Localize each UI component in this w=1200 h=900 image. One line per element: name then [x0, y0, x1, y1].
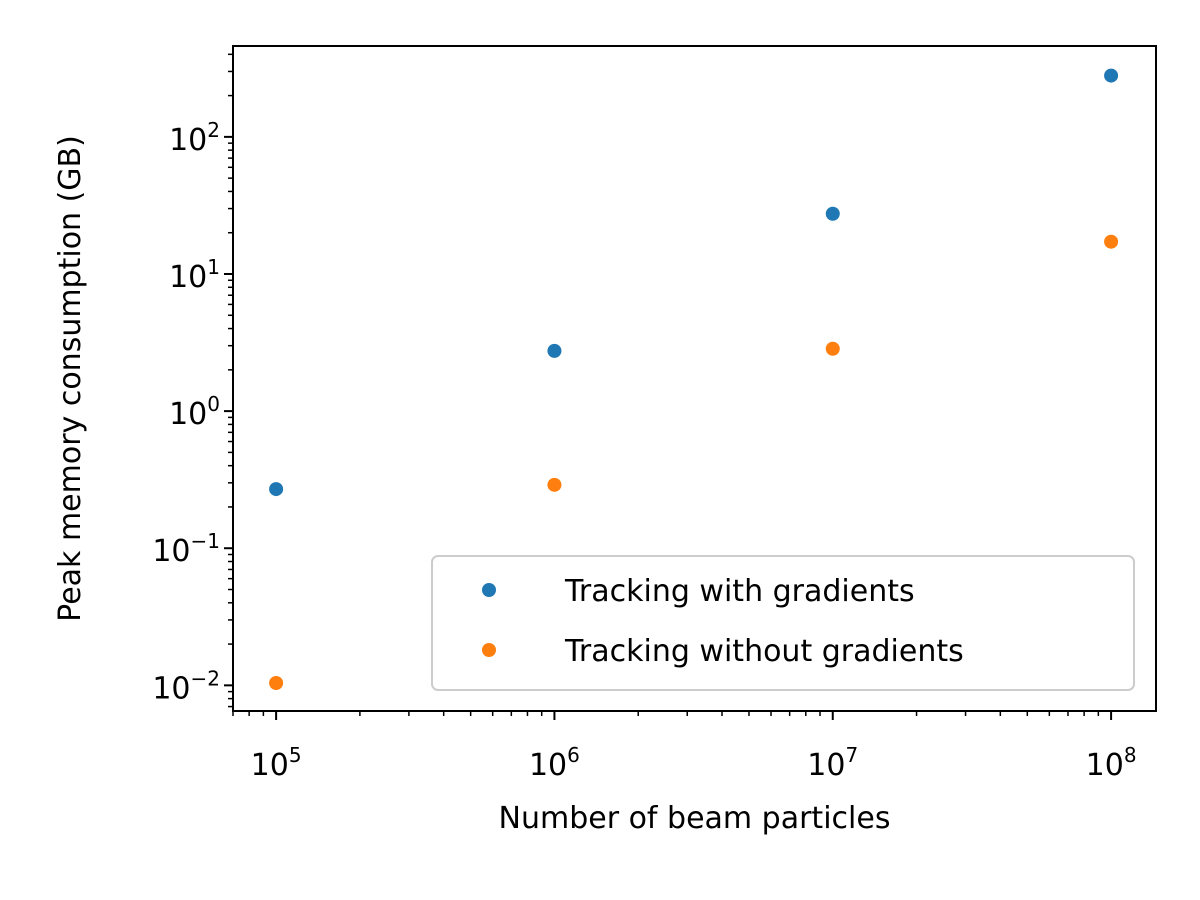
plot-frame	[232, 45, 1157, 712]
y-tick-label: 101	[169, 255, 220, 295]
data-point-series-0	[825, 206, 840, 221]
x-tick-label: 107	[807, 743, 858, 783]
legend-marker-without-gradients	[482, 643, 496, 657]
data-point-series-0	[547, 343, 562, 358]
data-point-series-0	[1104, 68, 1119, 83]
data-point-series-0	[269, 482, 284, 497]
data-point-series-1	[825, 341, 840, 356]
y-tick-label: 10−2	[152, 666, 220, 706]
legend-box	[431, 555, 1135, 691]
data-point-series-1	[547, 477, 562, 492]
y-axis-label: Peak memory consumption (GB)	[53, 135, 88, 622]
x-axis-ticks: 105 106 107 108	[251, 711, 1137, 783]
x-axis-label: Number of beam particles	[499, 801, 891, 836]
x-tick-label: 105	[251, 743, 302, 783]
legend-label-without-gradients: Tracking without gradients	[564, 634, 964, 669]
legend-marker-with-gradients	[482, 583, 496, 597]
x-tick-label: 108	[1086, 743, 1137, 783]
data-point-series-1	[1104, 234, 1119, 249]
data-point-series-1	[269, 676, 284, 691]
x-tick-label: 106	[529, 743, 580, 783]
legend-label-with-gradients: Tracking with gradients	[564, 574, 915, 609]
legend: Tracking with gradients Tracking without…	[431, 555, 1135, 691]
y-axis-ticks: 10−2 10−1 100 101 102	[152, 118, 233, 706]
y-tick-label: 10−1	[152, 529, 220, 569]
data-points	[269, 68, 1119, 691]
y-tick-label: 102	[169, 118, 220, 158]
y-tick-label: 100	[169, 392, 220, 432]
